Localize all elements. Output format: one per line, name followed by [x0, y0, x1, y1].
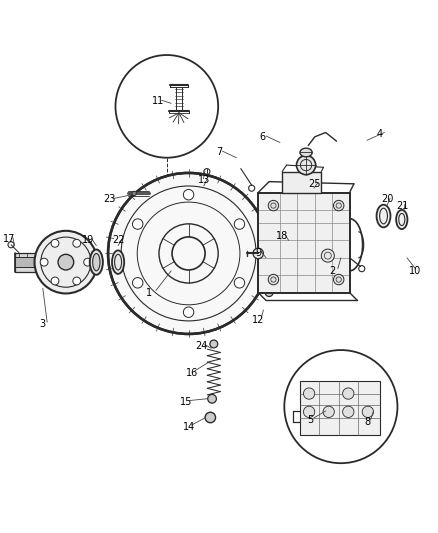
Circle shape — [51, 239, 59, 247]
Circle shape — [73, 277, 81, 285]
Circle shape — [304, 406, 315, 417]
Circle shape — [323, 406, 334, 417]
Circle shape — [184, 307, 194, 318]
Text: 13: 13 — [198, 175, 210, 185]
Circle shape — [132, 219, 143, 229]
Text: 5: 5 — [307, 415, 314, 425]
Text: 16: 16 — [186, 368, 198, 378]
Text: 12: 12 — [252, 314, 265, 325]
Circle shape — [73, 239, 81, 247]
Ellipse shape — [396, 210, 407, 229]
Text: 15: 15 — [180, 397, 193, 407]
Circle shape — [265, 289, 273, 296]
Polygon shape — [300, 381, 380, 435]
Circle shape — [333, 274, 344, 285]
Circle shape — [343, 406, 354, 417]
Circle shape — [343, 388, 354, 399]
Text: 14: 14 — [183, 422, 195, 432]
Text: 25: 25 — [308, 179, 321, 189]
Circle shape — [268, 274, 279, 285]
Circle shape — [184, 189, 194, 200]
Circle shape — [208, 394, 216, 403]
Polygon shape — [258, 192, 350, 293]
Text: 17: 17 — [3, 233, 15, 244]
Circle shape — [51, 277, 59, 285]
Circle shape — [297, 156, 316, 175]
Circle shape — [58, 254, 74, 270]
Circle shape — [321, 249, 334, 262]
Text: 10: 10 — [409, 266, 421, 276]
Text: 23: 23 — [103, 195, 116, 205]
Polygon shape — [14, 257, 61, 268]
Circle shape — [84, 258, 92, 266]
Text: 7: 7 — [216, 148, 222, 157]
Ellipse shape — [90, 249, 103, 275]
Text: 1: 1 — [146, 288, 152, 297]
Ellipse shape — [92, 254, 100, 271]
Ellipse shape — [112, 251, 124, 274]
Circle shape — [108, 173, 269, 334]
Text: 9: 9 — [255, 248, 261, 259]
Text: 8: 8 — [364, 417, 370, 427]
Circle shape — [205, 412, 215, 423]
Circle shape — [35, 231, 97, 294]
Circle shape — [234, 219, 245, 229]
Polygon shape — [282, 172, 321, 192]
Text: 22: 22 — [113, 236, 125, 245]
Circle shape — [40, 258, 48, 266]
Text: 6: 6 — [259, 132, 265, 142]
Circle shape — [268, 200, 279, 211]
Circle shape — [210, 340, 218, 348]
Circle shape — [253, 248, 263, 259]
Circle shape — [362, 406, 374, 417]
Text: 20: 20 — [381, 195, 394, 205]
Text: 4: 4 — [377, 129, 383, 139]
Text: 3: 3 — [40, 319, 46, 329]
Circle shape — [234, 278, 245, 288]
Text: 24: 24 — [195, 341, 208, 351]
Text: 2: 2 — [329, 266, 336, 276]
Circle shape — [333, 200, 344, 211]
Text: 21: 21 — [396, 200, 409, 211]
Circle shape — [132, 191, 136, 196]
Polygon shape — [14, 253, 61, 272]
Circle shape — [304, 388, 315, 399]
Text: 19: 19 — [82, 236, 95, 245]
Ellipse shape — [300, 148, 312, 157]
Ellipse shape — [377, 205, 391, 228]
Text: 11: 11 — [152, 96, 164, 106]
Text: 18: 18 — [276, 231, 288, 241]
Circle shape — [132, 278, 143, 288]
